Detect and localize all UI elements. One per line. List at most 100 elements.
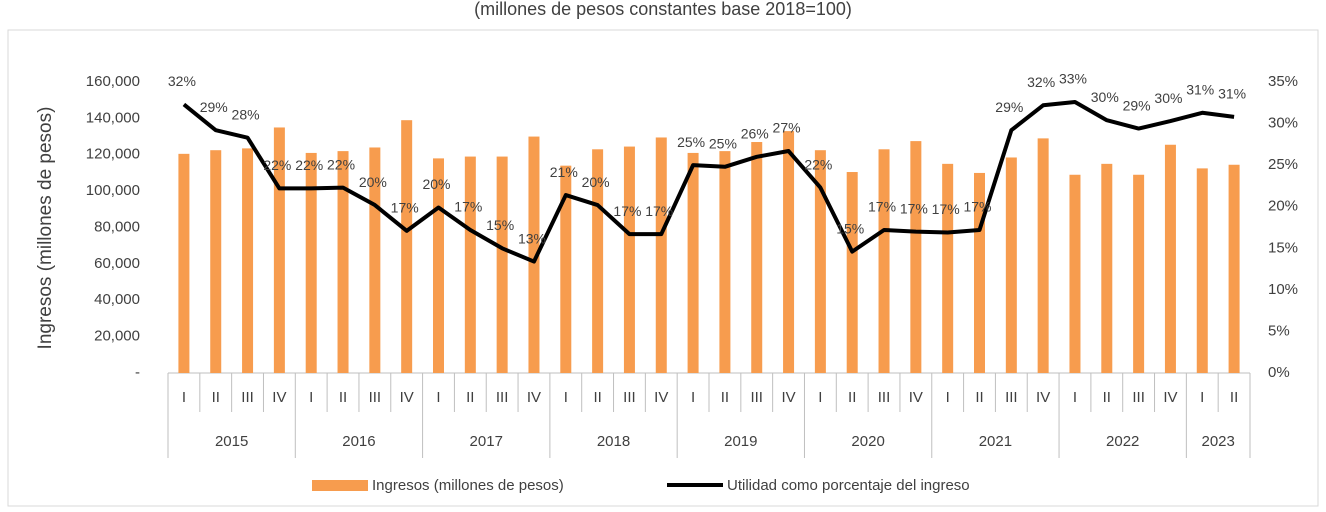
legend-label: Ingresos (millones de pesos) (372, 477, 564, 494)
bar (719, 151, 731, 373)
data-label: 22% (295, 157, 323, 173)
chart-subtitle: (millones de pesos constantes base 2018=… (474, 0, 852, 19)
x-group-label: 2020 (851, 433, 884, 450)
y-tick-label: 100,000 (86, 182, 140, 199)
y2-tick-label: 5% (1268, 322, 1290, 339)
data-label: 27% (773, 120, 801, 136)
x-group-label: 2015 (215, 433, 248, 450)
x-tick-label: IV (272, 389, 286, 406)
data-label: 13% (518, 230, 546, 246)
bar (496, 156, 508, 373)
x-group-label: 2022 (1106, 433, 1139, 450)
y-tick-label: 80,000 (94, 218, 140, 235)
x-tick-label: II (721, 389, 729, 406)
y2-tick-label: 0% (1268, 364, 1290, 381)
x-tick-label: II (1230, 389, 1238, 406)
data-label: 17% (900, 200, 928, 216)
x-tick-label: IV (654, 389, 668, 406)
data-label: 17% (868, 199, 896, 215)
bar (369, 147, 381, 373)
data-label: 17% (932, 201, 960, 217)
x-tick-label: III (496, 389, 509, 406)
data-label: 25% (709, 136, 737, 152)
data-label: 22% (263, 157, 291, 173)
x-tick-label: I (564, 389, 568, 406)
x-tick-label: IV (909, 389, 923, 406)
bar (1069, 174, 1081, 373)
x-tick-label: I (1200, 389, 1204, 406)
data-label: 17% (963, 199, 991, 215)
bar (1101, 163, 1113, 373)
bar (1005, 157, 1017, 373)
data-label: 20% (582, 174, 610, 190)
y2-tick-label: 35% (1268, 73, 1298, 90)
x-tick-label: IV (527, 389, 541, 406)
x-tick-label: IV (1163, 389, 1177, 406)
data-label: 20% (422, 176, 450, 192)
legend-label: Utilidad como porcentaje del ingreso (727, 477, 970, 494)
x-tick-label: I (946, 389, 950, 406)
x-tick-label: II (848, 389, 856, 406)
x-tick-label: I (1073, 389, 1077, 406)
data-label: 20% (359, 174, 387, 190)
bar (814, 150, 826, 373)
data-label: 32% (168, 73, 196, 89)
bar (433, 158, 444, 373)
x-tick-label: II (339, 389, 347, 406)
bar (210, 150, 222, 373)
y-tick-label: 140,000 (86, 109, 140, 126)
bar (942, 163, 954, 373)
data-label: 21% (550, 164, 578, 180)
data-label: 15% (486, 217, 514, 233)
data-label: 25% (677, 134, 705, 150)
bar (560, 165, 572, 373)
bar (528, 136, 540, 373)
bar (178, 153, 190, 373)
x-tick-label: IV (781, 389, 795, 406)
legend-swatch (312, 480, 368, 491)
data-label: 26% (741, 126, 769, 142)
x-tick-label: I (436, 389, 440, 406)
bar (1228, 164, 1240, 373)
bar (846, 172, 858, 373)
x-group-label: 2023 (1201, 433, 1234, 450)
data-label: 17% (454, 199, 482, 215)
bar (751, 142, 763, 373)
data-label: 29% (200, 99, 228, 115)
x-group-label: 2021 (979, 433, 1012, 450)
x-tick-label: II (212, 389, 220, 406)
line (182, 99, 1235, 264)
x-tick-label: III (750, 389, 763, 406)
bar (687, 152, 699, 373)
data-label: 28% (232, 106, 260, 122)
data-label: 30% (1091, 89, 1119, 105)
data-label: 32% (1027, 74, 1055, 90)
data-label: 31% (1186, 81, 1214, 97)
bar (878, 149, 890, 373)
bar (273, 127, 285, 373)
y2-tick-label: 10% (1268, 281, 1298, 298)
bar (1133, 174, 1145, 373)
bar (592, 149, 604, 373)
bar (337, 151, 349, 373)
bar (401, 120, 413, 373)
bar (1037, 138, 1049, 373)
y-axis-label: Ingresos (millones de pesos) (35, 107, 56, 350)
y2-tick-label: 20% (1268, 198, 1298, 215)
x-tick-label: II (975, 389, 983, 406)
x-tick-label: IV (400, 389, 414, 406)
bar (305, 152, 317, 373)
x-tick-label: I (182, 389, 186, 406)
y-tick-label: - (135, 364, 140, 381)
data-label: 15% (836, 220, 864, 236)
y2-tick-label: 30% (1268, 115, 1298, 132)
x-tick-label: III (241, 389, 254, 406)
y-tick-label: 40,000 (94, 291, 140, 308)
x-group-label: 2017 (470, 433, 503, 450)
x-group-label: 2019 (724, 433, 757, 450)
x-tick-label: II (1103, 389, 1111, 406)
data-label: 29% (1123, 97, 1151, 113)
data-label: 17% (613, 203, 641, 219)
data-label: 31% (1218, 86, 1246, 102)
